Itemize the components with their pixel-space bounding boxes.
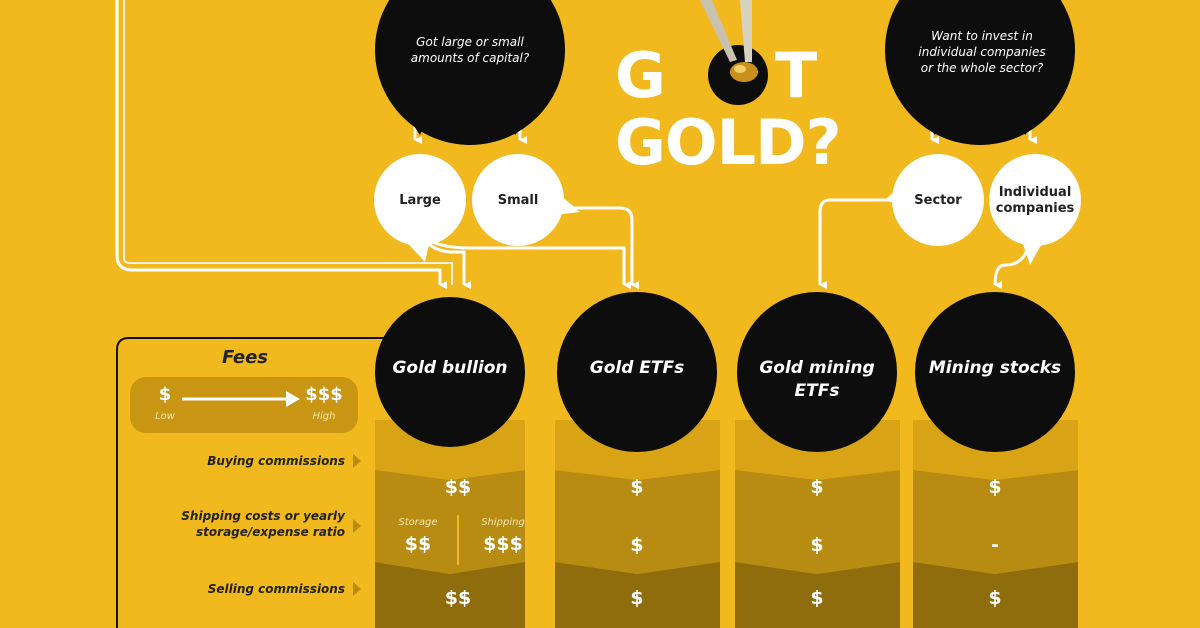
bullion-split — [375, 510, 459, 565]
investment-circles — [375, 292, 1075, 452]
logo-t: T — [775, 39, 817, 112]
fee-mining-etfs-buying: $ — [810, 476, 824, 498]
fee-etfs-buying: $ — [630, 476, 644, 498]
fee-bullion-storage: $$ — [404, 533, 432, 555]
gold-nugget-icon — [730, 62, 758, 82]
arrow-right-icon — [286, 391, 300, 407]
row-label-buying: Buying commissions — [207, 454, 345, 468]
fee-etfs-storage: $ — [630, 534, 644, 556]
fees-low-symbol: $ — [158, 384, 172, 405]
fees-high-symbol: $$$ — [305, 384, 343, 405]
column-title-gold-bullion: Gold bullion — [392, 358, 508, 378]
option-small: Small — [497, 193, 539, 208]
option-large: Large — [399, 193, 441, 208]
tweezers-icon — [700, 0, 752, 62]
fee-bullion-shipping: $$$ — [483, 533, 523, 555]
row-label-selling: Selling commissions — [207, 582, 345, 596]
logo-g: G — [615, 39, 666, 112]
row-arrows — [353, 454, 361, 596]
column-title-mining-stocks: Mining stocks — [928, 358, 1062, 378]
question-circles — [375, 0, 1075, 145]
question-sector: Want to invest in individual companies o… — [918, 29, 1046, 75]
option-individual-companies: Individual companies — [995, 185, 1075, 216]
option-sector: Sector — [914, 193, 962, 208]
fees-high-label: High — [312, 411, 336, 422]
row-label-shipping-storage: Shipping costs or yearly storage/expense… — [181, 509, 345, 539]
logo-gold: GOLD? — [615, 106, 842, 179]
fee-mining-stocks-storage: - — [991, 534, 999, 556]
fees-legend-panel — [116, 337, 400, 628]
option-bubbles — [374, 154, 1081, 265]
fee-mining-etfs-selling: $ — [810, 587, 824, 609]
fees-title: Fees — [221, 347, 269, 368]
fee-mining-stocks-buying: $ — [988, 476, 1002, 498]
fees-low-label: Low — [155, 411, 175, 422]
logo-o — [700, 0, 768, 105]
fee-mining-etfs-expense: $ — [810, 534, 824, 556]
fee-mining-stocks-selling: $ — [988, 587, 1002, 609]
fee-etfs-selling: $ — [630, 587, 644, 609]
column-title-gold-mining-etfs: Gold mining ETFs — [759, 358, 875, 401]
fee-bullion-selling: $$ — [444, 587, 472, 609]
fee-bullion-storage-label: Storage — [398, 517, 438, 528]
fee-bullion-buying: $$ — [444, 476, 472, 498]
fee-bullion-shipping-label: Shipping — [481, 517, 525, 528]
column-title-gold-etfs: Gold ETFs — [589, 358, 685, 378]
question-capital: Got large or small amounts of capital? — [410, 35, 530, 65]
